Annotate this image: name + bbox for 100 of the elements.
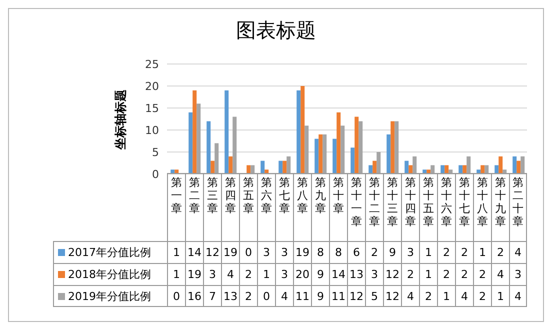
bar — [224, 90, 229, 174]
bar — [512, 156, 517, 174]
data-label: 3 — [509, 264, 527, 285]
data-label: 8 — [329, 242, 347, 263]
bar — [354, 116, 359, 174]
data-label: 2 — [401, 264, 419, 285]
data-label: 2 — [239, 264, 257, 285]
x-tick-label: 第三章 — [206, 176, 218, 217]
bar — [210, 160, 215, 174]
x-tick-label: 第九章 — [314, 176, 326, 217]
data-label: 1 — [167, 242, 185, 263]
x-tick-label: 第十二章 — [368, 176, 380, 230]
y-tick-label: 15 — [145, 102, 159, 115]
data-label: 19 — [185, 264, 203, 285]
data-label: 2 — [473, 286, 491, 306]
x-tick-label: 第四章 — [224, 176, 236, 217]
y-tick-label: 20 — [145, 80, 159, 93]
x-tick-label: 第十三章 — [386, 176, 398, 230]
bar — [314, 138, 319, 174]
data-label: 3 — [257, 242, 275, 263]
bar — [372, 160, 377, 174]
data-label: 2 — [455, 242, 473, 263]
data-label: 2 — [239, 286, 257, 306]
data-label: 16 — [185, 286, 203, 306]
bar — [228, 156, 233, 174]
data-label: 4 — [221, 264, 239, 285]
data-label: 2 — [455, 264, 473, 285]
data-label: 4 — [509, 286, 527, 306]
data-label: 5 — [365, 286, 383, 306]
data-label: 4 — [401, 286, 419, 306]
x-tick-label: 第十六章 — [440, 176, 452, 230]
bar — [260, 160, 265, 174]
data-label: 1 — [167, 264, 185, 285]
data-label: 1 — [419, 264, 437, 285]
data-label: 19 — [293, 242, 311, 263]
y-tick-label: 5 — [152, 146, 159, 159]
legend-label: 2017年分值比例 — [68, 245, 151, 260]
bar — [296, 90, 301, 174]
x-tick-label: 第六章 — [260, 176, 272, 217]
data-label: 14 — [329, 264, 347, 285]
bar — [480, 165, 485, 174]
y-tick-label: 0 — [152, 168, 159, 181]
bar — [516, 160, 521, 174]
data-label: 1 — [419, 242, 437, 263]
x-tick-label: 第八章 — [296, 176, 308, 217]
x-tick-label: 第十章 — [332, 176, 344, 217]
data-label: 4 — [509, 242, 527, 263]
bar — [300, 86, 305, 174]
data-label: 20 — [293, 264, 311, 285]
data-label: 2 — [437, 264, 455, 285]
x-tick-label: 第一章 — [170, 176, 182, 217]
data-label: 6 — [347, 242, 365, 263]
data-label: 3 — [275, 264, 293, 285]
y-tick-label: 25 — [145, 58, 159, 71]
data-label: 13 — [221, 286, 239, 306]
data-label: 12 — [383, 286, 401, 306]
data-label: 3 — [275, 242, 293, 263]
x-tick-label: 第十一章 — [350, 176, 362, 230]
data-label: 1 — [437, 286, 455, 306]
bar — [278, 160, 283, 174]
bar — [390, 121, 395, 174]
bar — [368, 165, 373, 174]
chart-title: 图表标题 — [235, 17, 317, 44]
x-tick-label: 第十七章 — [458, 176, 470, 230]
data-label: 13 — [347, 264, 365, 285]
data-label: 11 — [293, 286, 311, 306]
data-label: 1 — [257, 264, 275, 285]
data-label: 3 — [203, 264, 221, 285]
x-tick-label: 第二十章 — [512, 176, 524, 241]
bar — [332, 138, 337, 174]
bar — [206, 121, 211, 174]
data-label: 11 — [329, 286, 347, 306]
bar — [458, 165, 463, 174]
data-label: 1 — [473, 242, 491, 263]
x-tick-label: 第七章 — [278, 176, 290, 217]
bar — [192, 90, 197, 174]
data-label: 2 — [437, 242, 455, 263]
bar — [386, 134, 391, 174]
y-axis-title: 坐标轴标题 — [112, 88, 128, 152]
data-label: 2 — [491, 242, 509, 263]
data-label: 0 — [167, 286, 185, 306]
x-tick-label: 第十五章 — [422, 176, 434, 230]
data-label: 3 — [401, 242, 419, 263]
x-tick-label: 第五章 — [242, 176, 254, 217]
bar — [408, 165, 413, 174]
bar — [336, 112, 341, 174]
data-label: 2 — [419, 286, 437, 306]
x-tick-label: 第十四章 — [404, 176, 416, 230]
bar — [462, 165, 467, 174]
x-tick-label: 第十八章 — [476, 176, 488, 230]
data-label: 1 — [491, 286, 509, 306]
bar — [318, 134, 323, 174]
y-tick-label: 10 — [145, 124, 159, 137]
data-label: 12 — [203, 242, 221, 263]
data-label: 4 — [455, 286, 473, 306]
data-label: 12 — [383, 264, 401, 285]
data-label: 9 — [383, 242, 401, 263]
bar — [282, 160, 287, 174]
bar — [494, 165, 499, 174]
data-label: 14 — [185, 242, 203, 263]
